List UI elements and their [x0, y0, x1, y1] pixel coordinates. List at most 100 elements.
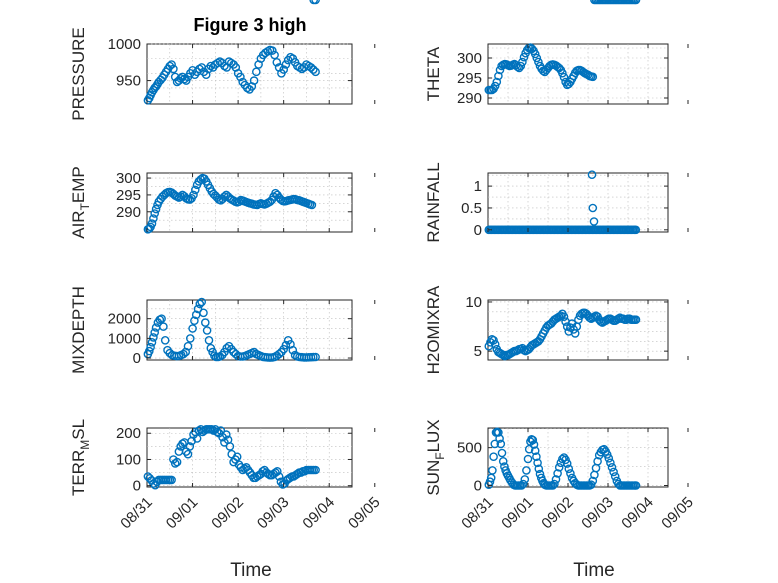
data-point	[249, 76, 259, 85]
y-axis-label-text: MIXDEPTH	[69, 286, 88, 374]
data-series	[143, 297, 320, 362]
data-point	[221, 430, 231, 439]
data-point	[589, 217, 599, 226]
y-tick-label: 0.5	[461, 200, 482, 217]
data-point	[566, 469, 575, 478]
data-point	[562, 459, 572, 468]
data-point	[176, 192, 185, 201]
data-point	[190, 185, 200, 195]
data-point	[489, 335, 498, 345]
data-point	[587, 170, 597, 179]
y-axis-label-text: RAINFALL	[424, 162, 443, 242]
y-tick-label: 500	[457, 440, 482, 457]
data-point	[604, 453, 614, 463]
data-point	[236, 72, 245, 82]
data-point	[559, 72, 569, 82]
data-point	[274, 472, 284, 481]
data-point	[281, 60, 291, 69]
data-point	[554, 462, 564, 472]
data-point	[496, 439, 506, 449]
x-tick-label: 09/05	[658, 494, 697, 533]
y-tick-label: 0	[474, 222, 482, 239]
data-point	[564, 464, 574, 474]
data-point	[490, 439, 500, 449]
data-point	[202, 326, 212, 335]
data-point	[151, 204, 161, 214]
x-tick-label: 09/03	[254, 494, 293, 533]
data-point	[528, 435, 538, 445]
y-tick-label: 2000	[108, 311, 141, 328]
x-axis-label-right: Time	[573, 560, 615, 581]
y-axis-label: THETA	[424, 46, 443, 101]
data-point	[274, 349, 284, 359]
data-point	[232, 452, 242, 462]
subplot-2: 290 295 300 THETA	[424, 0, 689, 107]
data-point	[497, 448, 507, 458]
y-axis-label-text: SUN	[424, 460, 443, 496]
data-point	[188, 324, 197, 333]
subplot-1: 950 1000 PRESSURE	[69, 27, 376, 121]
data-point	[558, 68, 567, 78]
data-point	[550, 479, 559, 489]
data-point	[490, 81, 500, 91]
data-point	[488, 466, 497, 475]
data-point	[532, 53, 542, 63]
data-point	[189, 190, 198, 200]
y-axis-label-text: THETA	[424, 46, 443, 101]
data-point	[160, 335, 170, 345]
data-point	[199, 308, 208, 318]
data-point	[165, 348, 175, 358]
x-tick-label: 08/31	[458, 494, 497, 533]
y-tick-label: 0	[474, 477, 482, 494]
y-tick-label: 1000	[108, 36, 141, 53]
data-point	[534, 464, 544, 474]
y-tick-label: 10	[465, 294, 482, 311]
data-point	[532, 452, 541, 462]
data-point	[185, 442, 195, 451]
plot-area	[487, 172, 669, 233]
data-point	[225, 442, 235, 451]
data-point	[267, 46, 277, 55]
data-point	[553, 469, 562, 478]
plot-area	[487, 427, 669, 488]
data-point	[150, 209, 159, 218]
data-point	[167, 60, 176, 69]
data-point	[159, 322, 168, 331]
data-series	[484, 0, 641, 95]
y-tick-label: 0	[133, 478, 141, 495]
x-tick-label: 09/04	[618, 494, 657, 533]
data-point	[146, 342, 155, 352]
data-point	[551, 475, 561, 484]
data-point	[494, 428, 503, 437]
data-point	[149, 333, 158, 342]
data-point	[222, 343, 231, 353]
data-point	[522, 466, 531, 475]
data-point	[183, 341, 193, 351]
y-tick-label: 100	[116, 451, 141, 468]
y-tick-label: 295	[457, 70, 482, 87]
data-point	[288, 345, 298, 355]
data-point	[610, 472, 620, 481]
x-tick-label: 09/02	[538, 494, 577, 533]
data-point	[520, 475, 530, 484]
y-axis-label: H2OMIXRA	[424, 285, 443, 374]
y-axis-label-text: PRESSURE	[69, 27, 88, 121]
y-tick-label: 1	[474, 178, 482, 195]
data-point	[169, 64, 178, 74]
y-tick-label: 200	[116, 425, 141, 442]
data-point	[489, 452, 498, 462]
data-point	[311, 352, 320, 362]
data-point	[150, 328, 159, 337]
data-point	[588, 203, 598, 213]
y-axis-label: TERRMSL	[69, 419, 92, 496]
data-series	[143, 45, 320, 105]
data-point	[533, 458, 542, 468]
data-point	[272, 466, 282, 476]
data-point	[534, 57, 543, 67]
data-point	[190, 316, 199, 326]
y-axis-label-text: AIR	[69, 210, 88, 238]
data-point	[609, 467, 618, 477]
data-point	[272, 58, 282, 67]
x-tick-label: 09/04	[299, 494, 338, 533]
data-point	[631, 225, 641, 235]
